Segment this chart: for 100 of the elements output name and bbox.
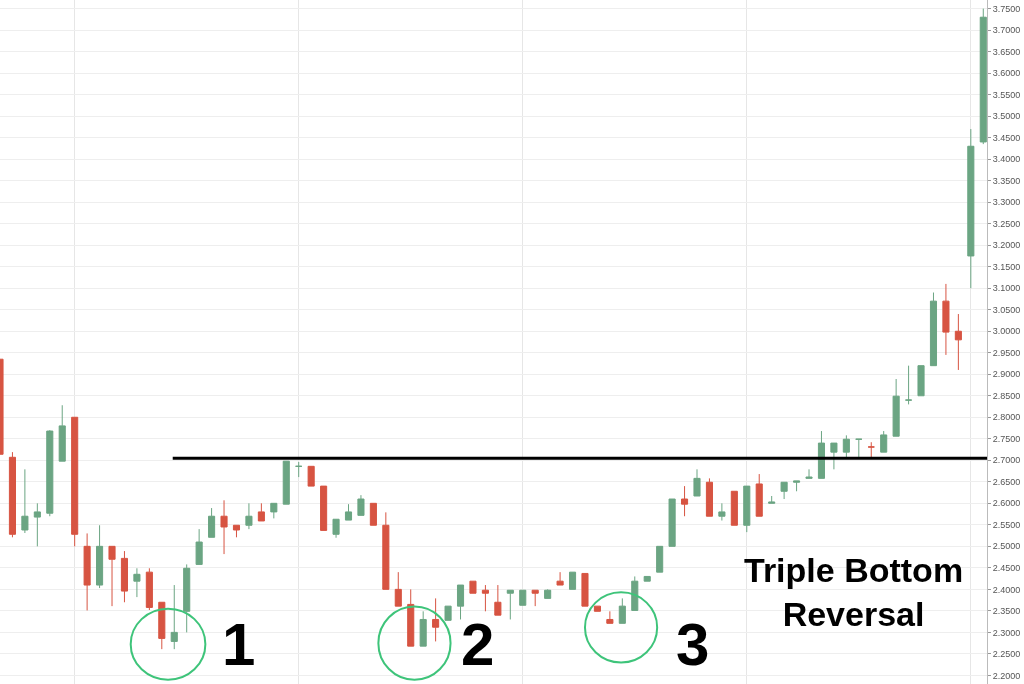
candlestick: [183, 563, 191, 633]
candlestick: [842, 434, 850, 460]
y-tick-label: 2.4500: [992, 563, 1021, 573]
y-tick-label: 2.7500: [992, 433, 1021, 444]
candlestick: [681, 485, 689, 517]
candlestick: [96, 524, 104, 589]
candlestick: [793, 480, 801, 492]
y-tick-label: 2.6500: [992, 476, 1021, 487]
candlestick: [320, 485, 328, 531]
candlestick: [892, 378, 900, 437]
candlestick: [170, 584, 178, 650]
y-tick-label: 2.2500: [992, 649, 1021, 660]
candlestick: [46, 429, 54, 517]
y-tick-label: 2.6000: [992, 498, 1021, 509]
candlestick: [407, 588, 415, 647]
y-tick-label: 3.4000: [992, 154, 1021, 165]
y-tick-label: 3.0000: [992, 326, 1021, 337]
candlestick: [469, 580, 477, 594]
candlestick: [145, 567, 153, 611]
candlestick: [120, 550, 129, 603]
candlestick: [768, 495, 776, 504]
candlestick: [58, 404, 66, 462]
candlestick: [21, 468, 29, 534]
candlestick: [568, 571, 577, 590]
candlestick: [344, 503, 353, 521]
candlestick: [942, 283, 950, 356]
y-tick-label: 2.9500: [992, 347, 1021, 358]
candlestick: [606, 610, 614, 624]
y-tick-label: 2.8000: [992, 412, 1021, 423]
candlestick: [531, 589, 539, 607]
candlestick: [83, 532, 91, 611]
candlestick: [618, 597, 626, 624]
y-tick-label: 3.5500: [992, 89, 1021, 100]
candlestick: [33, 502, 41, 547]
y-tick-label: 3.4500: [992, 132, 1021, 143]
y-tick-label: 2.3000: [992, 627, 1021, 638]
candlestick: [257, 502, 265, 522]
candlestick: [519, 589, 527, 606]
candlestick: [643, 575, 651, 582]
candlestick: [506, 589, 514, 620]
y-tick-label: 2.7000: [992, 455, 1021, 466]
candlestick: [867, 441, 875, 460]
candlestick: [357, 494, 365, 516]
annotation: 1: [222, 611, 256, 678]
candlestick: [133, 567, 141, 598]
y-tick-label: 3.7000: [992, 25, 1021, 36]
y-tick-label: 3.0500: [992, 304, 1021, 315]
candlestick: [917, 365, 925, 397]
candlestick: [158, 601, 166, 650]
y-tick-label: 3.5000: [992, 111, 1021, 122]
candlestick: [108, 545, 116, 607]
candlestick: [195, 528, 203, 565]
candlestick: [830, 442, 838, 470]
candlestick: [394, 571, 402, 607]
candlestick: [954, 313, 962, 371]
candlestick: [929, 292, 938, 367]
candlestick: [232, 524, 241, 538]
y-tick-label: 3.3500: [992, 175, 1021, 186]
y-tick-label: 3.6500: [992, 46, 1021, 57]
y-tick-label: 3.2500: [992, 218, 1021, 229]
y-tick-label: 2.5500: [992, 519, 1021, 530]
candlestick: [743, 485, 751, 533]
candlestick: [880, 430, 888, 453]
candlestick: [656, 545, 664, 573]
y-tick-label: 2.2000: [992, 670, 1021, 681]
candlestick: [456, 584, 465, 620]
y-tick-label: 2.8500: [992, 390, 1021, 401]
candlestick: [556, 571, 564, 586]
candlestick: [718, 502, 726, 522]
candlestick: [220, 499, 228, 555]
candlestick: [967, 128, 975, 289]
candlestick: [432, 597, 440, 642]
y-tick-label: 2.3500: [992, 606, 1021, 617]
candlestick: [494, 584, 502, 616]
candlestick: [905, 365, 913, 405]
y-tick-label: 2.5000: [992, 541, 1021, 552]
candlestick: [270, 502, 278, 519]
y-tick-label: 3.1500: [992, 261, 1021, 272]
y-tick-label: 3.2000: [992, 240, 1021, 251]
candlestick: [755, 473, 763, 517]
candlestick: [631, 575, 639, 611]
candlestick: [369, 502, 377, 526]
candlestick: [805, 468, 813, 479]
candlestick: [581, 572, 589, 607]
candlestick: [780, 481, 788, 500]
candlestick: [295, 461, 303, 478]
candlestick: [71, 416, 79, 547]
candlestick: [245, 502, 253, 530]
y-tick-label: 3.6000: [992, 68, 1021, 79]
y-tick-label: 2.9000: [992, 369, 1021, 380]
candlestick: [8, 451, 16, 538]
candlestick: [481, 584, 489, 612]
candlestick: [307, 465, 315, 487]
candlestick: [382, 511, 390, 590]
candlestick: [693, 468, 701, 497]
candlestick: [419, 610, 427, 647]
candlestick: [705, 477, 713, 517]
candlestick: [730, 490, 738, 526]
annotation: 3: [676, 611, 710, 678]
y-tick-label: 2.4000: [992, 584, 1021, 595]
